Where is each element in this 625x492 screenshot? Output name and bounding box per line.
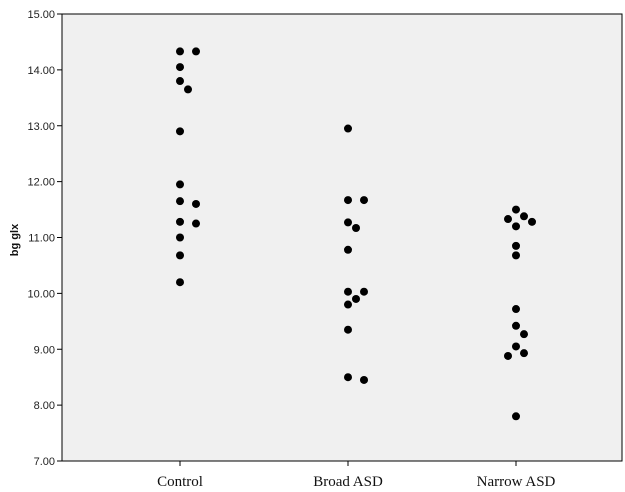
data-point [344,300,352,309]
data-point [176,127,184,136]
data-point [176,180,184,189]
y-tick-label: 10.00 [27,288,55,300]
data-point [192,219,200,228]
data-point [512,342,520,351]
data-point [512,412,520,421]
data-point [520,349,528,358]
y-axis: 7.00 8.00 9.00 10.00 11.00 12.00 13.00 14.00 15.… [27,9,62,468]
data-point [176,217,184,226]
data-point [192,199,200,208]
data-point [360,375,368,384]
y-tick-label: 14.00 [27,65,55,77]
x-tick-label: Broad ASD [313,474,383,490]
data-point [528,217,536,226]
data-point [176,233,184,242]
data-points [176,47,536,421]
data-point [344,325,352,334]
y-tick-label: 13.00 [27,121,55,133]
data-point [176,77,184,86]
data-point [520,330,528,339]
data-point [184,85,192,94]
data-point [176,63,184,72]
data-point [512,241,520,250]
data-point [344,245,352,254]
plot-area [61,13,623,462]
data-point [360,287,368,296]
y-tick-label: 15.00 [27,9,55,21]
y-tick-label: 11.00 [28,233,55,245]
data-point [344,218,352,227]
y-tick-label: 12.00 [27,177,55,189]
data-point [176,251,184,260]
data-point [360,196,368,205]
data-point [504,351,512,360]
data-point [352,224,360,233]
data-point [344,287,352,296]
data-point [176,278,184,287]
data-point [192,47,200,56]
data-point [344,196,352,205]
data-point [352,294,360,303]
data-point [504,215,512,224]
y-tick-label: 7.00 [34,456,55,468]
x-tick-label: Narrow ASD [477,474,556,490]
x-axis: Control Broad ASD Narrow ASD [157,461,556,490]
data-point [176,197,184,206]
y-axis-label: bg glx [9,223,21,256]
data-point [512,305,520,314]
y-tick-label: 9.00 [34,344,55,356]
data-point [512,321,520,330]
data-point [512,205,520,214]
x-tick-label: Control [157,474,203,490]
data-point [512,222,520,231]
data-point [176,47,184,56]
data-point [344,124,352,133]
data-point [520,212,528,221]
data-point [512,251,520,260]
y-tick-label: 8.00 [34,400,55,412]
data-point [344,373,352,382]
